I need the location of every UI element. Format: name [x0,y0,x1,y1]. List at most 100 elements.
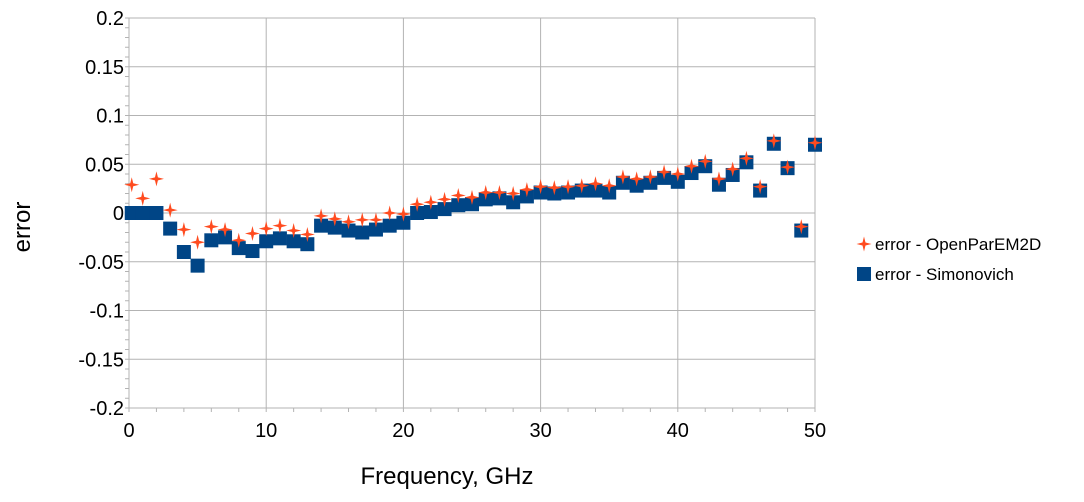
data-point-star [766,133,782,149]
y-tick-label: -0.15 [78,349,124,371]
y-tick-label: -0.05 [78,252,124,274]
data-point-square [341,223,356,238]
grid [128,17,816,409]
data-point-square [259,234,274,249]
data-point-star [793,219,809,235]
data-point-square [300,237,315,252]
data-point-star [656,164,672,180]
data-point-star [272,218,288,234]
data-point-star [203,219,219,235]
data-point-star [807,135,823,151]
x-tick-label: 10 [255,420,277,442]
data-point-star [574,178,590,194]
data-point-square [163,221,178,236]
data-point-square [396,215,411,230]
data-point-star [437,191,453,207]
data-point-star [615,169,631,185]
x-tick-label: 20 [392,420,414,442]
data-point-star [601,178,617,194]
data-point-star [409,196,425,212]
data-point-star [505,186,521,201]
y-tick-label: 0.2 [96,8,124,30]
legend-label-simonovich: error - Simonovich [875,265,1014,284]
data-point-star [382,205,398,221]
data-point-square [314,218,329,233]
data-point-star [286,223,302,239]
data-point-square [135,206,150,220]
data-point-square [327,220,342,235]
y-tick-label: 0.15 [85,57,124,79]
data-point-star [533,179,549,195]
data-point-square [176,245,191,259]
data-point-square [355,225,370,240]
data-point-star [629,171,645,187]
x-axis-title: Frequency, GHz [361,463,534,490]
data-point-star [313,208,329,224]
data-point-square [410,206,425,220]
x-tick-label: 30 [529,420,551,442]
data-point-square [149,206,164,220]
x-tick-label: 40 [667,420,689,442]
data-point-square [245,244,260,259]
data-point-square [204,233,219,248]
data-point-square [272,231,287,246]
data-point-star [176,222,192,238]
data-point-star [642,169,658,185]
data-point-star [395,206,411,222]
data-point-star [711,171,727,187]
data-point-star [231,232,247,248]
legend: error - OpenParEM2D error - Simonovich [856,235,1041,284]
data-point-star [684,158,700,174]
y-axis-title: error [9,202,36,253]
data-point-star [162,202,178,218]
data-point-star [752,179,768,195]
data-point-square [506,195,521,210]
legend-marker-square [857,267,871,281]
x-tick-label: 50 [804,420,826,442]
y-tick-label: 0.1 [96,106,124,128]
data-point-star [491,185,507,201]
data-point-star [546,180,562,196]
data-point-star [124,177,140,193]
data-point-star [670,166,686,182]
data-point-square [231,241,246,256]
legend-square-glyph [857,267,871,281]
data-point-star [190,234,206,250]
legend-star-glyph [856,236,872,252]
data-point-star [464,189,480,205]
series-openparem2d [124,133,823,250]
data-point-square [382,218,397,233]
data-point-star [299,226,315,242]
data-point-star [258,221,274,237]
series-simonovich [124,136,822,273]
data-series [124,133,823,273]
data-point-star [725,161,741,177]
data-point-star [560,179,576,195]
data-point-star [450,187,466,203]
legend-marker-star [856,236,872,252]
data-point-star [354,212,370,228]
data-point-square [286,234,301,249]
y-tick-label: -0.2 [90,398,124,420]
data-point-square [368,222,383,237]
data-point-star [587,176,603,192]
data-point-star [738,150,754,166]
data-point-star [148,171,164,187]
data-point-square [423,205,438,220]
legend-label-openparem2d: error - OpenParEM2D [875,235,1041,254]
x-tick-label: 0 [123,420,134,442]
y-tick-label: -0.1 [90,301,124,323]
data-point-star [478,185,494,201]
data-point-square [437,202,452,217]
data-point-star [341,214,357,230]
data-point-star [327,211,343,227]
legend-item-openparem2d: error - OpenParEM2D [856,235,1041,254]
data-point-square [124,206,139,220]
data-point-square [451,198,466,213]
axes [125,17,816,412]
data-point-star [519,182,535,198]
data-point-star [423,194,439,210]
y-tick-label: 0.05 [85,154,124,176]
tick-labels: 0 10 20 30 40 50 0.2 0.15 0.1 0.05 0 -0.05 -0.1 -0.15… [78,8,826,442]
